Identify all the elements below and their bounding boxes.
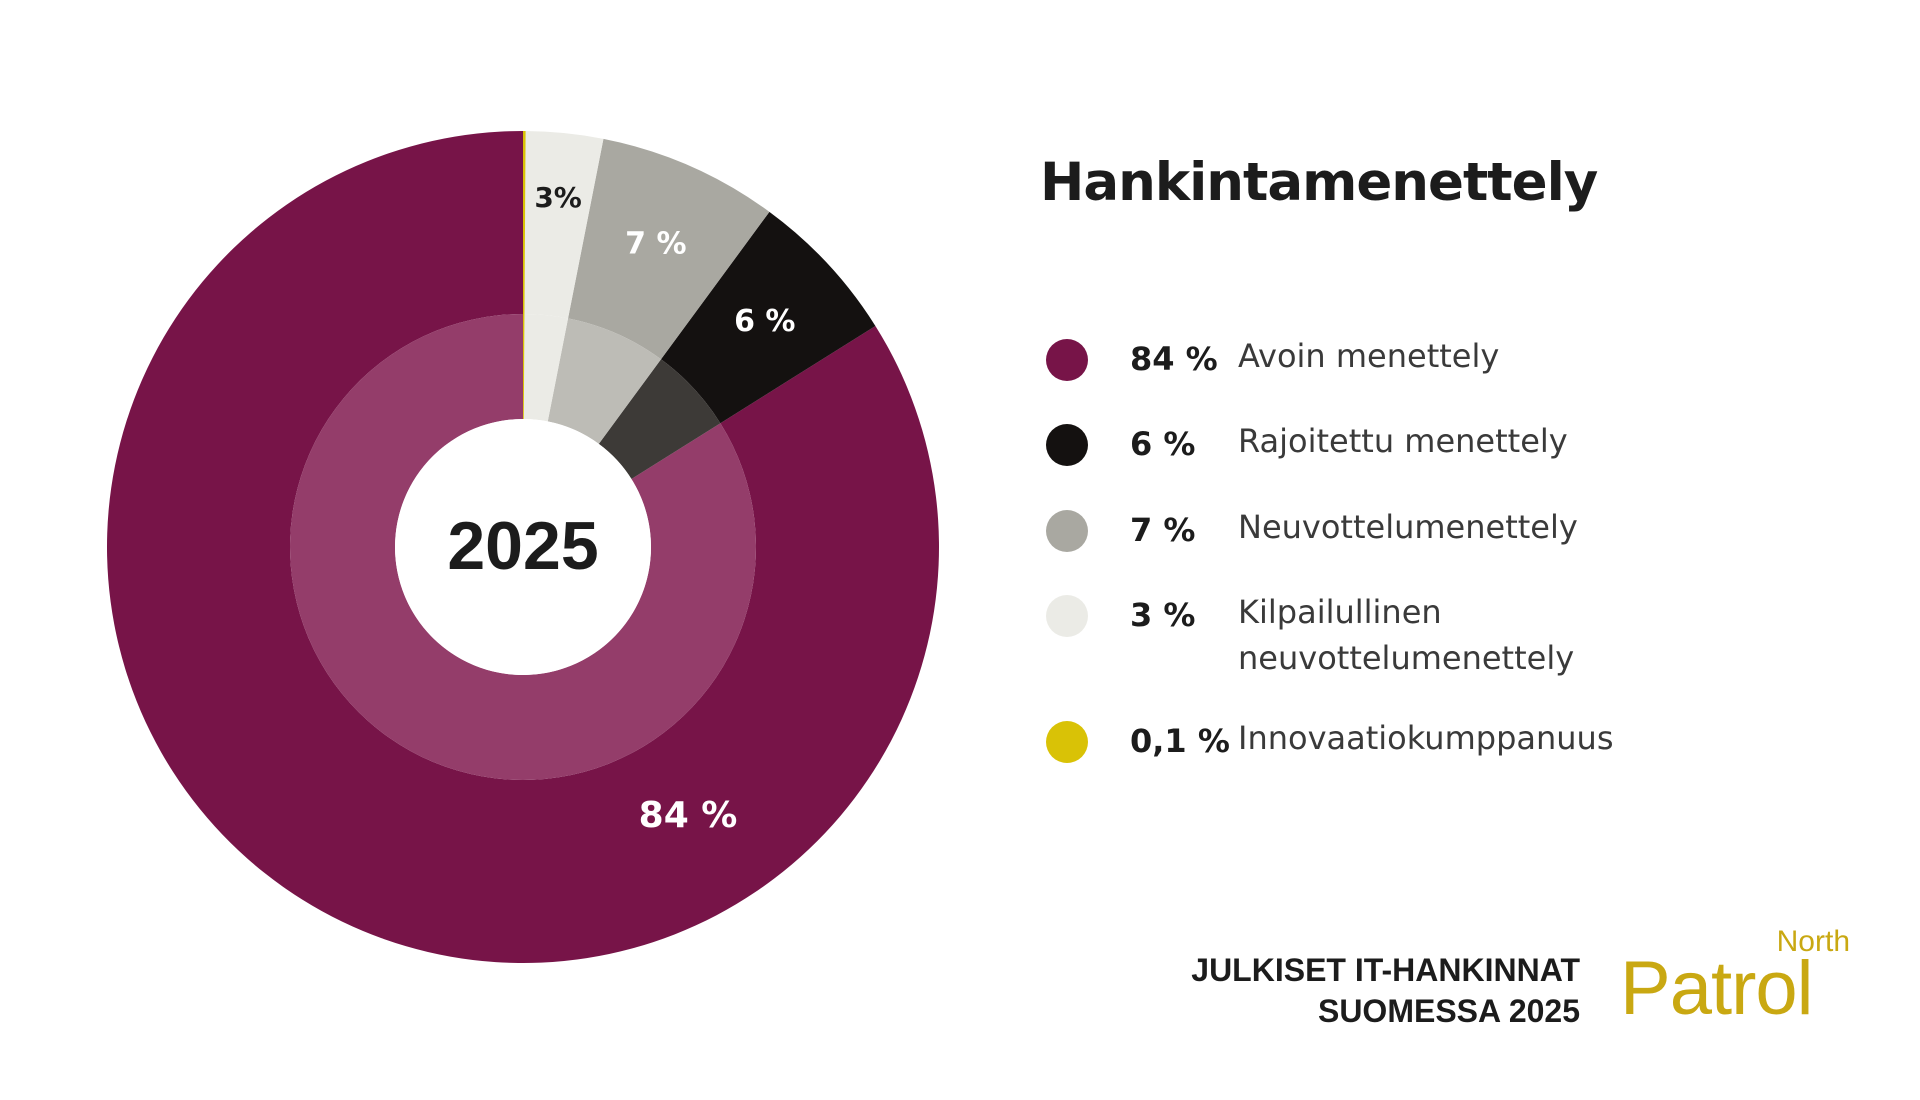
- donut-chart: 84 % 6 % 7 % 3% 2025: [107, 131, 940, 963]
- data-label-kilpailullinen-neuvottelumenettely: 3%: [534, 181, 582, 214]
- legend-label-line: Rajoitettu menettely: [1238, 422, 1568, 460]
- chart-title: Hankintamenettely: [1040, 152, 1598, 213]
- slice-innovaatiokumppanuus: [523, 131, 526, 315]
- legend-label-line: Kilpailullinen: [1238, 593, 1442, 631]
- slice-rajoitettu-menettely: [661, 211, 876, 424]
- legend-label-line: Neuvottelumenettely: [1238, 508, 1578, 546]
- legend-swatch: [1046, 424, 1088, 466]
- data-label-avoin-menettely: 84 %: [639, 795, 738, 836]
- slice-inner-innovaatiokumppanuus: [523, 314, 525, 420]
- slice-inner-rajoitettu-menettely: [598, 359, 721, 479]
- legend-value: 7 %: [1130, 511, 1196, 549]
- legend-value: 0,1 %: [1130, 722, 1230, 760]
- data-label-neuvottelumenettely: 7 %: [625, 226, 686, 261]
- legend-value: 3 %: [1130, 596, 1196, 634]
- legend-swatch: [1046, 595, 1088, 637]
- legend-swatch: [1046, 721, 1088, 763]
- donut-center: [395, 419, 651, 675]
- legend-swatch: [1046, 510, 1088, 552]
- slice-neuvottelumenettely: [568, 138, 770, 360]
- legend-value: 6 %: [1130, 425, 1196, 463]
- northpatrol-logo: North Patrol: [1620, 925, 1850, 1031]
- data-label-rajoitettu-menettely: 6 %: [734, 304, 795, 339]
- report-title-line: JULKISET IT-HANKINNAT: [1191, 952, 1580, 988]
- legend-label: Avoin menettely: [1238, 333, 1658, 379]
- slice-inner-avoin-menettely: [289, 314, 756, 780]
- slice-inner-neuvottelumenettely: [547, 318, 662, 444]
- report-title-line: SUOMESSA 2025: [1317, 993, 1580, 1029]
- legend-value: 84 %: [1130, 340, 1218, 378]
- legend-label-line: Innovaatiokumppanuus: [1238, 719, 1614, 757]
- legend-label-line: neuvottelumenettely: [1238, 639, 1575, 677]
- slice-avoin-menettely: [107, 131, 940, 963]
- logo-patrol-text: Patrol: [1620, 946, 1814, 1031]
- slice-inner-kilpailullinen-neuvottelumenettely: [523, 314, 569, 422]
- legend-label: Neuvottelumenettely: [1238, 504, 1658, 550]
- legend-label: Rajoitettu menettely: [1238, 418, 1658, 464]
- legend-label: Innovaatiokumppanuus: [1238, 715, 1658, 761]
- slice-kilpailullinen-neuvottelumenettely: [524, 131, 604, 319]
- legend-label: Kilpailullinen neuvottelumenettely: [1238, 589, 1658, 681]
- legend-label-line: Avoin menettely: [1238, 337, 1500, 375]
- center-year-label: 2025: [447, 508, 598, 584]
- report-title: JULKISET IT-HANKINNAT SUOMESSA 2025: [1191, 950, 1580, 1032]
- legend-swatch: [1046, 339, 1088, 381]
- logo-north-text: North: [1776, 925, 1850, 958]
